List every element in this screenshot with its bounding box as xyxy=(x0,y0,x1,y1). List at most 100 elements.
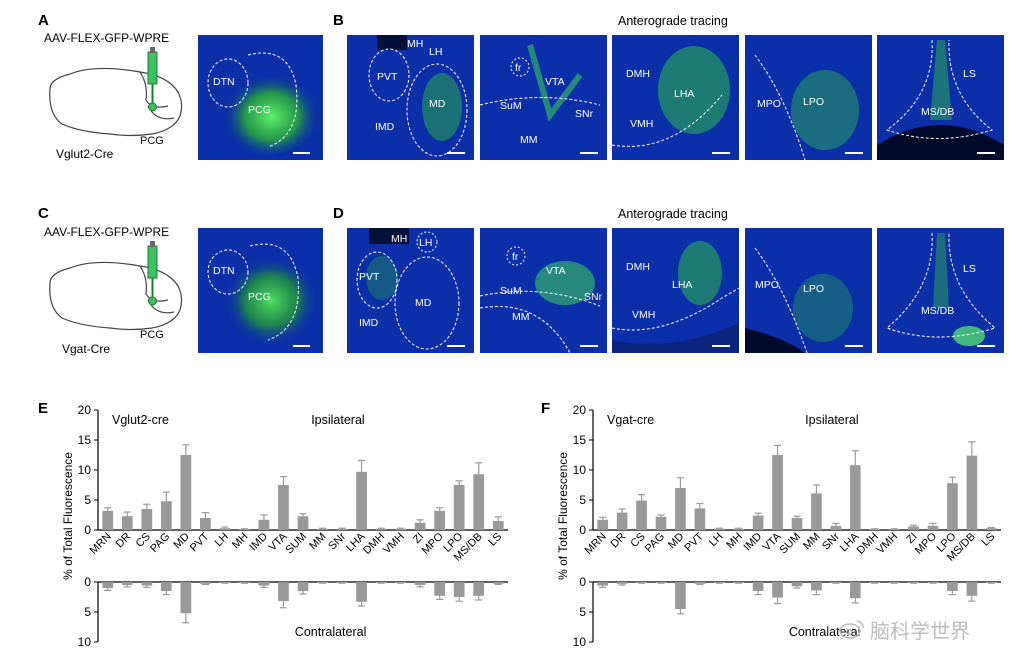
brain-schematic-A xyxy=(40,44,190,149)
y-tick-label: 5 xyxy=(84,493,91,507)
bar-ipsilateral xyxy=(336,528,348,530)
section-title-B: Anterograde tracing xyxy=(618,14,728,28)
region-label: LS xyxy=(963,68,976,80)
bar-contralateral xyxy=(453,582,465,597)
bar-ipsilateral xyxy=(636,500,647,530)
bar-ipsilateral xyxy=(675,488,686,530)
category-label: DMH xyxy=(361,531,387,557)
region-label: SNr xyxy=(584,291,603,303)
weibo-icon xyxy=(839,620,864,639)
category-label: SUM xyxy=(283,531,309,557)
chart-title: Vglut2-cre xyxy=(112,413,169,427)
region-label: VTA xyxy=(545,76,565,88)
region-label: VMH xyxy=(632,309,655,321)
region-label: SuM xyxy=(500,285,522,297)
bar-contralateral xyxy=(200,582,211,584)
bar-ipsilateral xyxy=(473,474,485,530)
bar-ipsilateral xyxy=(141,509,153,530)
micrograph-C-injection: DTN PCG xyxy=(198,228,323,353)
bar-ipsilateral xyxy=(694,508,706,530)
micrograph-A-injection: DTN PCG xyxy=(198,35,323,160)
bar-ipsilateral xyxy=(395,528,406,530)
bar-contralateral xyxy=(141,582,153,586)
y-tick-label: 15 xyxy=(78,433,92,447)
category-label: LS xyxy=(979,531,997,549)
bar-contralateral xyxy=(752,582,764,591)
bar-ipsilateral xyxy=(453,485,465,530)
cre-line-C: Vgat-Cre xyxy=(62,342,111,356)
category-label: SNr xyxy=(820,530,842,552)
bar-contralateral xyxy=(414,582,426,585)
y-tick-label: 0 xyxy=(579,523,586,537)
injection-site-A: PCG xyxy=(140,135,164,147)
y-tick-label: 5 xyxy=(579,493,586,507)
bar-ipsilateral xyxy=(597,519,609,530)
category-label: SNr xyxy=(326,530,348,552)
bar-contralateral xyxy=(434,582,446,596)
bar-ipsilateral xyxy=(258,519,270,530)
bar-contralateral xyxy=(908,582,919,583)
bar-contralateral xyxy=(317,582,328,583)
bar-contralateral xyxy=(492,582,504,584)
category-label: MPO xyxy=(913,530,940,557)
bar-contralateral xyxy=(336,582,348,583)
bar-contralateral xyxy=(694,582,706,584)
micrograph-B-septum: LS MS/DB xyxy=(877,35,1004,160)
region-label: LPO xyxy=(803,283,824,295)
bar-ipsilateral xyxy=(414,522,426,530)
y-tick-label: 5 xyxy=(579,605,586,619)
micrograph-D-midbrain: fr VTA SuM SNr MM xyxy=(480,228,607,353)
bar-ipsilateral xyxy=(947,483,958,530)
category-label: MH xyxy=(230,531,251,552)
bar-ipsilateral xyxy=(733,528,745,530)
bar-contralateral xyxy=(278,582,289,602)
vector-label-C: AAV-FLEX-GFP-WPRE xyxy=(44,225,170,239)
region-label: DMH xyxy=(626,261,650,273)
category-label: MM xyxy=(801,531,822,552)
bar-contralateral xyxy=(297,582,309,591)
region-label: LHA xyxy=(672,279,692,291)
brain-schematic-C xyxy=(40,238,190,343)
region-label: MH xyxy=(391,233,407,245)
panel-label-D: D xyxy=(333,205,344,222)
region-label: MS/DB xyxy=(921,305,954,317)
micrograph-B-hypothalamus: DMH LHA VMH xyxy=(612,35,739,160)
region-label: fr xyxy=(512,251,519,263)
region-label: MS/DB xyxy=(921,106,954,118)
bar-contralateral xyxy=(258,582,270,586)
bar-ipsilateral xyxy=(966,455,978,530)
bar-contralateral xyxy=(473,582,485,596)
bar-ipsilateral xyxy=(791,518,803,530)
category-label: VMH xyxy=(381,531,407,557)
bar-contralateral xyxy=(239,582,250,583)
category-label: MRN xyxy=(583,531,609,557)
bar-contralateral xyxy=(811,582,822,591)
bar-contralateral xyxy=(869,582,881,583)
region-label: PCG xyxy=(248,104,271,116)
bar-ipsilateral xyxy=(985,528,997,530)
category-label: MPO xyxy=(420,530,447,557)
bar-ipsilateral xyxy=(888,529,900,530)
region-label: LHA xyxy=(674,88,694,100)
region-label: PCG xyxy=(248,291,271,303)
y-tick-label: 10 xyxy=(78,635,92,648)
micrograph-B-preoptic: MPO LPO xyxy=(745,35,872,160)
region-label: LS xyxy=(963,263,976,275)
region-label: LH xyxy=(429,46,442,58)
region-label: VMH xyxy=(630,118,653,130)
vector-label-A: AAV-FLEX-GFP-WPRE xyxy=(44,31,170,45)
panel-label-C: C xyxy=(38,205,49,222)
bar-ipsilateral xyxy=(811,493,822,530)
bar-contralateral xyxy=(713,582,725,583)
category-label: MRN xyxy=(88,531,114,557)
bar-contralateral xyxy=(655,582,667,583)
region-label: DTN xyxy=(213,76,235,88)
bar-contralateral xyxy=(733,582,745,583)
cre-line-A: Vglut2-Cre xyxy=(56,147,114,161)
y-tick-label: 20 xyxy=(573,403,587,417)
injection-site-C: PCG xyxy=(140,329,164,341)
category-label: DMH xyxy=(855,531,881,557)
bar-ipsilateral xyxy=(908,526,919,530)
category-label: PAG xyxy=(148,531,172,555)
region-label: SNr xyxy=(575,108,594,120)
